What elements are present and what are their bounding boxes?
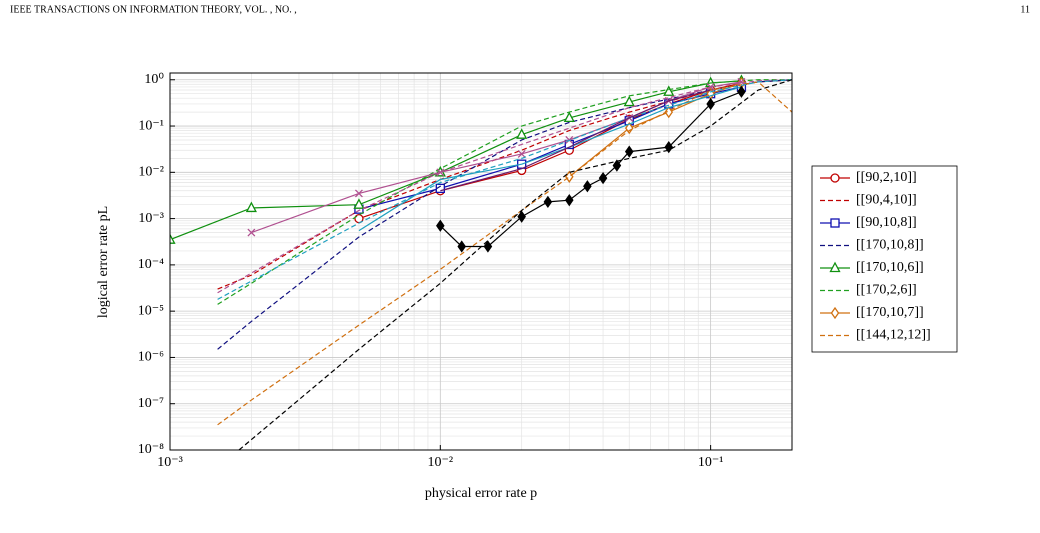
y-tick-label: 10⁻³	[138, 211, 164, 226]
marker	[737, 85, 746, 98]
grid	[169, 73, 792, 451]
axes-frame	[169, 72, 793, 451]
legend: [[90,2,10]] [[90,4,10]] [[90,10,8]] [[170,1…	[820, 170, 931, 343]
marker	[830, 306, 840, 320]
y-tick-label: 10⁻⁴	[138, 257, 164, 272]
marker	[583, 180, 592, 193]
series-line	[440, 89, 711, 192]
marker	[563, 111, 575, 123]
marker	[436, 219, 445, 232]
series-line	[170, 80, 742, 241]
marker	[830, 218, 840, 228]
legend-label: [[170,2,6]]	[856, 283, 917, 298]
marker	[612, 159, 622, 172]
marker	[353, 198, 365, 209]
y-tick-label: 10⁻⁵	[138, 303, 164, 318]
x-axis-label: physical error rate p	[425, 486, 537, 501]
series-line	[217, 79, 792, 300]
legend-label: [[144,12,12]]	[856, 328, 931, 343]
x-tick-label: 10⁻³	[157, 455, 183, 470]
y-tick-label: 10⁻²	[138, 165, 164, 180]
y-tick-label: 10⁻⁷	[138, 396, 164, 411]
legend-label: [[170,10,7]]	[856, 305, 924, 320]
marker	[706, 97, 715, 111]
series-line	[238, 79, 792, 450]
marker	[436, 168, 445, 177]
series-line	[358, 86, 742, 232]
marker	[564, 194, 574, 207]
marker	[245, 201, 257, 213]
marker	[624, 145, 634, 158]
marker	[543, 195, 553, 208]
series-line	[217, 79, 792, 294]
marker	[170, 233, 176, 244]
running-header: IEEE TRANSACTIONS ON INFORMATION THEORY,…	[10, 4, 297, 15]
legend-label: [[90,10,8]]	[856, 215, 917, 230]
marker	[829, 261, 841, 273]
series-line	[217, 81, 792, 426]
marker	[517, 210, 526, 223]
y-axis-label: logical error rate pL	[96, 206, 111, 318]
page-number: 11	[1020, 4, 1030, 15]
marker	[663, 85, 675, 96]
legend-label: [[170,10,8]]	[856, 238, 924, 253]
marker	[247, 228, 256, 237]
marker	[737, 77, 746, 86]
marker	[483, 240, 493, 253]
x-tick-label: 10⁻²	[428, 455, 454, 470]
marker	[624, 122, 634, 135]
marker	[354, 189, 363, 198]
marker	[623, 95, 635, 107]
y-tick-label: 10⁻⁶	[138, 350, 164, 365]
series-line	[217, 79, 792, 305]
legend-label: [[90,2,10]]	[856, 170, 917, 185]
series-line	[217, 79, 792, 290]
marker	[598, 171, 608, 185]
y-tick-label: 10⁻⁸	[138, 442, 164, 457]
y-tick-label: 10⁰	[144, 72, 164, 87]
marker	[435, 183, 445, 194]
series-line	[217, 79, 792, 350]
x-tick-label: 10⁻¹	[698, 455, 724, 470]
marker	[457, 240, 467, 253]
marker	[564, 170, 574, 183]
legend-label: [[90,4,10]]	[856, 193, 917, 208]
marker	[516, 128, 528, 139]
legend-label: [[170,10,6]]	[856, 260, 924, 275]
marker	[664, 141, 674, 154]
plot-area	[170, 74, 792, 450]
legend-box	[811, 165, 958, 353]
marker	[830, 173, 840, 183]
y-tick-label: 10⁻¹	[138, 118, 164, 133]
marker	[517, 149, 526, 158]
